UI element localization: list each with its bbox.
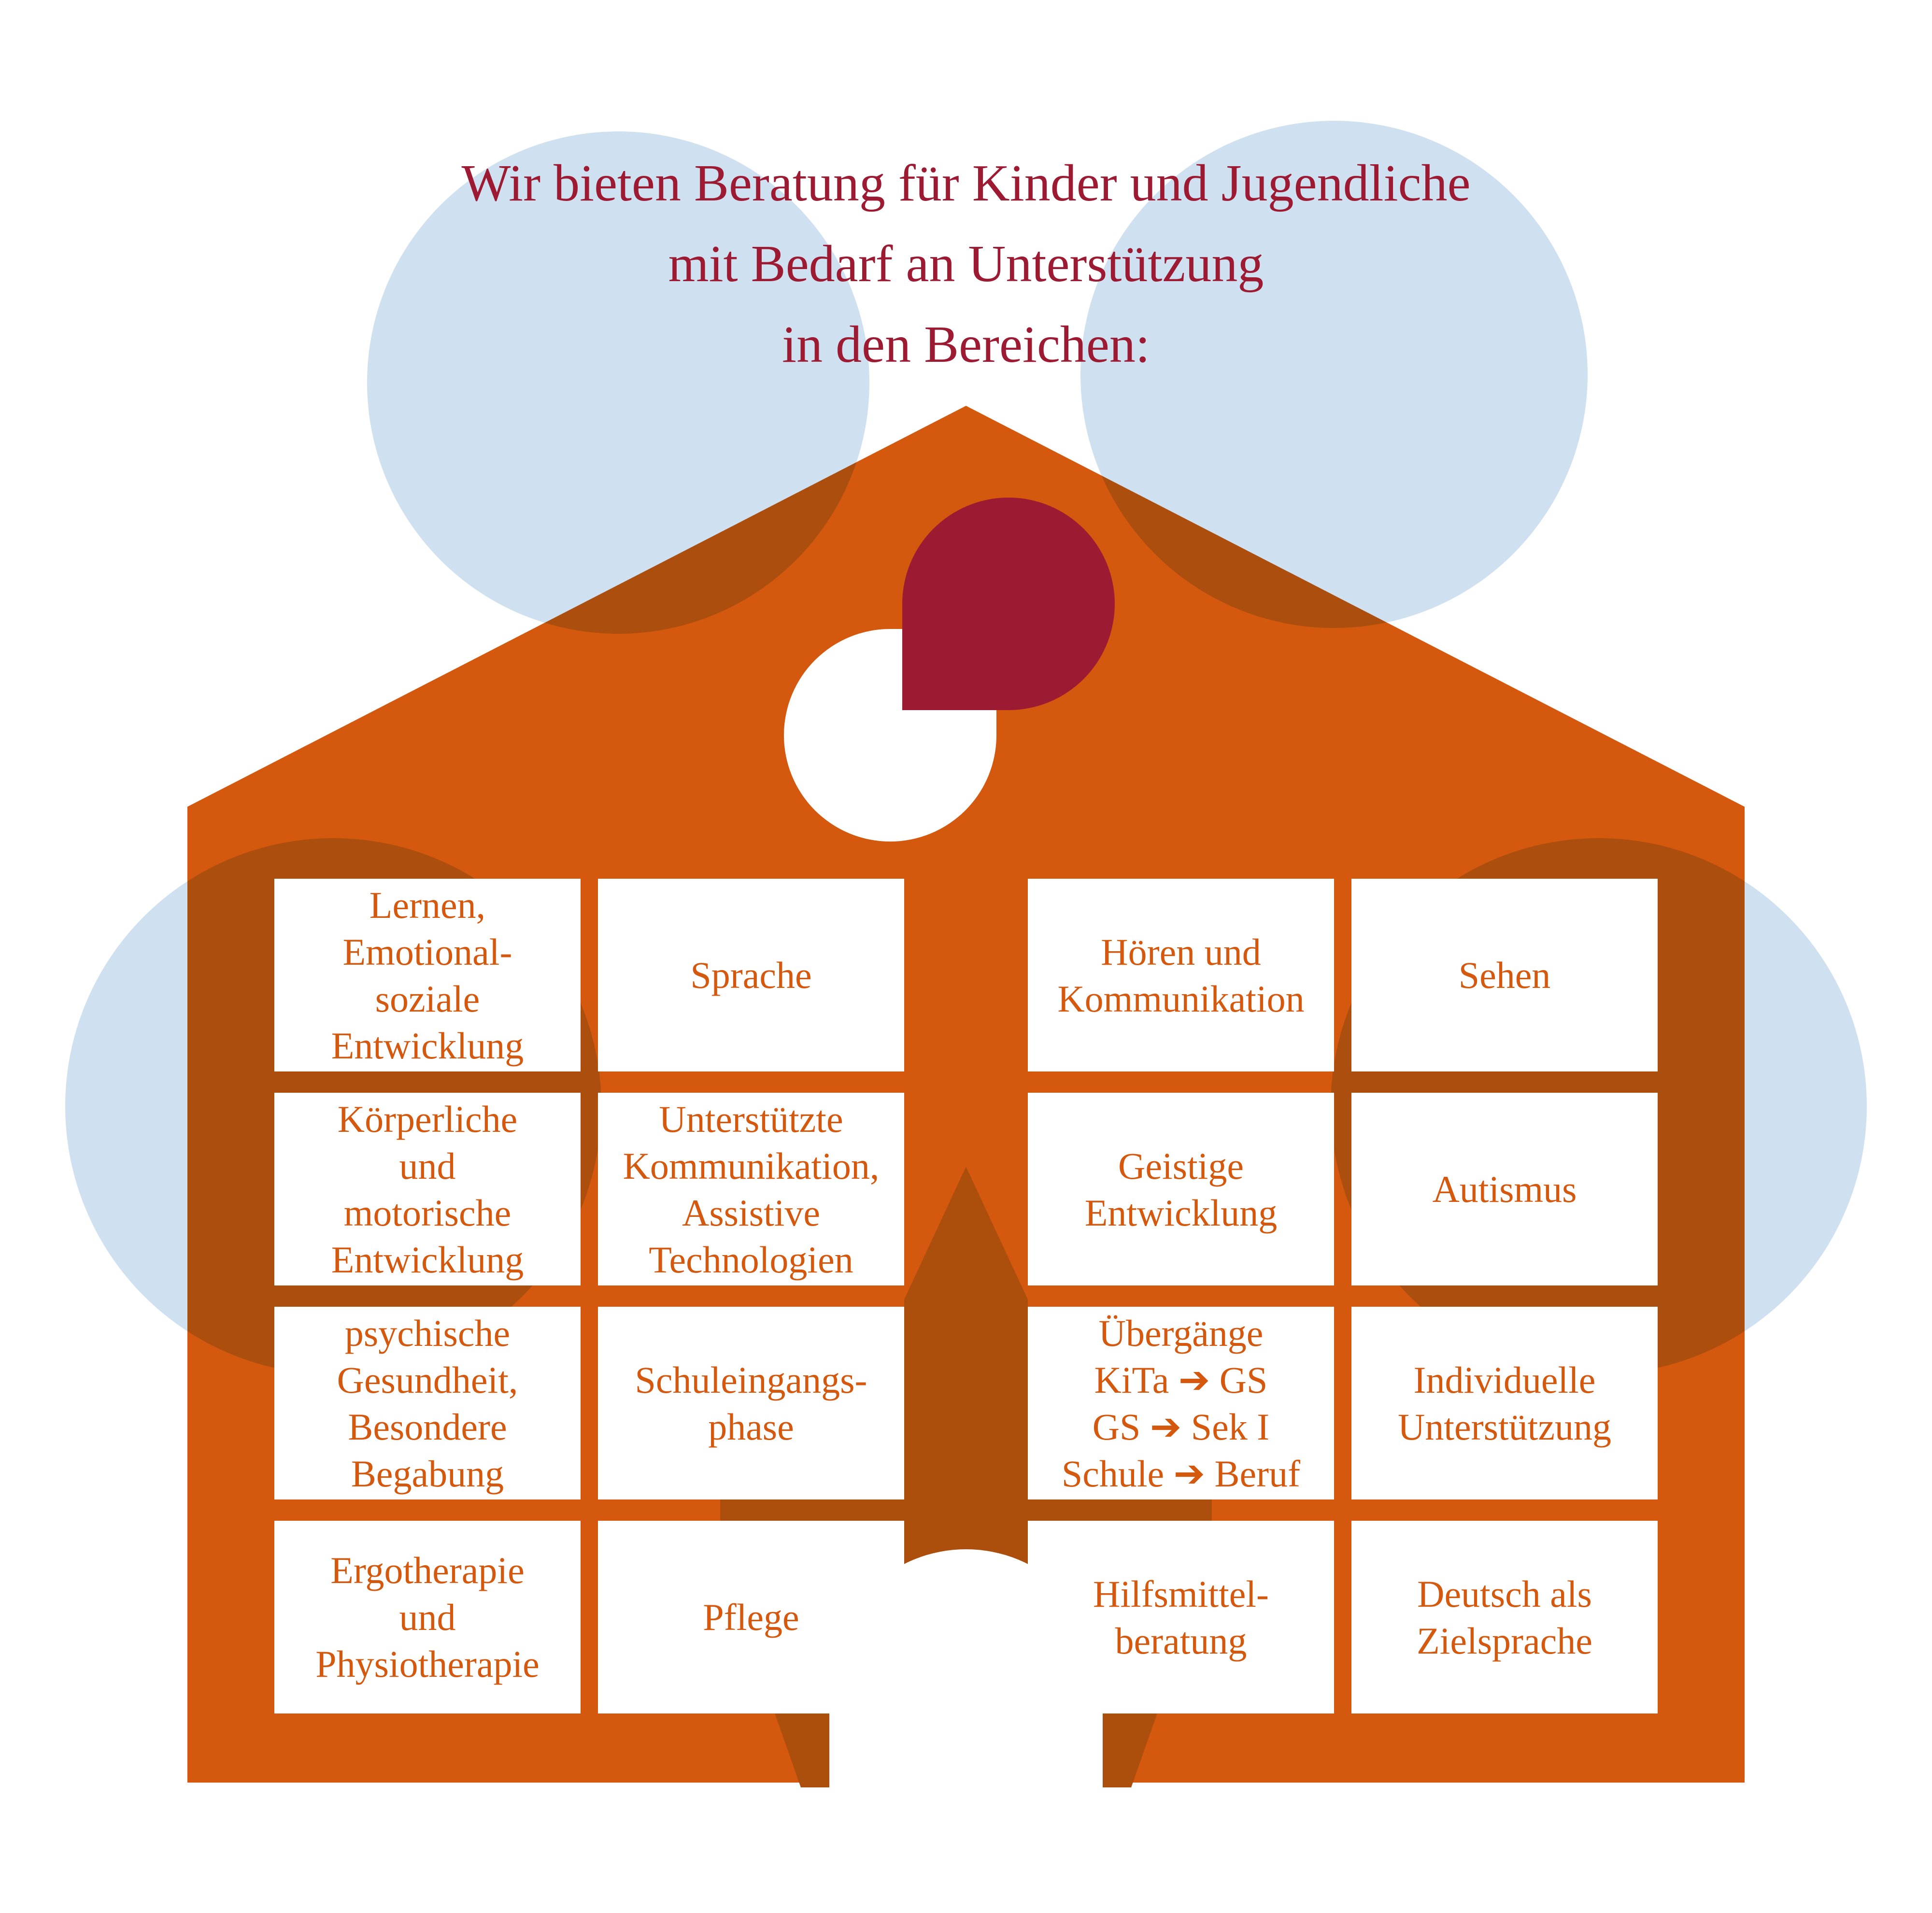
category-box-individuelle-unterstuetzung: Individuelle Unterstützung: [1351, 1307, 1658, 1499]
category-box-psychische-gesundheit-besondere-begabung: psychische Gesundheit, Besondere Begabun…: [274, 1307, 581, 1499]
category-box-hilfsmittelberatung: Hilfsmittel- beratung: [1028, 1521, 1334, 1713]
bg-circle-top-left: [367, 131, 869, 634]
category-box-sprache: Sprache: [598, 879, 904, 1071]
category-box-autismus: Autismus: [1351, 1093, 1658, 1285]
category-box-deutsch-als-zielsprache: Deutsch als Zielsprache: [1351, 1521, 1658, 1713]
category-box-uebergaenge: Übergänge KiTa ➔ GS GS ➔ Sek I Schule ➔ …: [1028, 1307, 1334, 1499]
category-box-sehen: Sehen: [1351, 879, 1658, 1071]
category-box-ergotherapie-und-physiotherapie: Ergotherapie und Physiotherapie: [274, 1521, 581, 1713]
category-box-lernen-emotional-soziale-entwicklung: Lernen, Emotional- soziale Entwicklung: [274, 879, 581, 1071]
category-box-schuleingangsphase: Schuleingangs- phase: [598, 1307, 904, 1499]
bg-circle-top-right: [1080, 121, 1588, 628]
category-box-geistige-entwicklung: Geistige Entwicklung: [1028, 1093, 1334, 1285]
logo-drop-red-icon: [902, 498, 1115, 710]
page-title: Wir bieten Beratung für Kinder und Jugen…: [461, 155, 1471, 373]
category-box-pflege: Pflege: [598, 1521, 904, 1713]
door-beam-shadow: [720, 1167, 1212, 1521]
category-box-hoeren-und-kommunikation: Hören und Kommunikation: [1028, 879, 1334, 1071]
category-box-koerperliche-und-motorische-entwicklung: Körperliche und motorische Entwicklung: [274, 1093, 581, 1285]
category-box-unterstuetzte-kommunikation: Unterstützte Kommunikation, Assistive Te…: [598, 1093, 904, 1285]
